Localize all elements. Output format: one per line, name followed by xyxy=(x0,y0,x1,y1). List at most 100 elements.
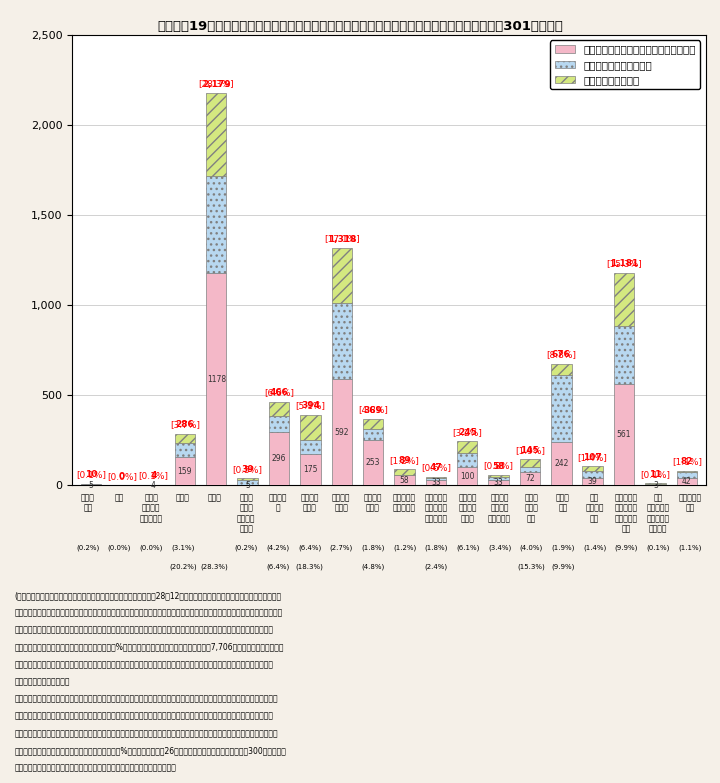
Text: 33: 33 xyxy=(431,478,441,487)
Text: 分類不能の
産業: 分類不能の 産業 xyxy=(678,493,701,513)
Text: [3.2%]: [3.2%] xyxy=(452,417,482,437)
Text: (6.4%): (6.4%) xyxy=(266,564,289,570)
Bar xyxy=(488,475,509,477)
Text: (1.2%): (1.2%) xyxy=(393,544,416,550)
Text: [3.7%]: [3.7%] xyxy=(170,410,200,429)
Text: [4.8%]: [4.8%] xyxy=(358,395,388,414)
Bar xyxy=(551,442,572,485)
Text: 39: 39 xyxy=(588,478,598,486)
Text: (28.3%): (28.3%) xyxy=(201,564,228,570)
Text: 47: 47 xyxy=(429,464,442,472)
Text: (0.0%): (0.0%) xyxy=(108,544,131,550)
Text: [1.2%]: [1.2%] xyxy=(390,446,420,465)
Text: 運輸業，
郵便業: 運輸業， 郵便業 xyxy=(300,493,319,513)
Text: 5: 5 xyxy=(89,481,94,489)
Text: [1.9%]: [1.9%] xyxy=(515,435,545,455)
Bar xyxy=(395,475,415,485)
Text: 33: 33 xyxy=(494,478,503,487)
Text: [8.8%]: [8.8%] xyxy=(546,340,576,359)
Bar xyxy=(677,478,697,485)
Text: 42: 42 xyxy=(682,477,692,486)
Bar xyxy=(269,416,289,432)
Bar xyxy=(206,273,227,485)
Bar xyxy=(582,471,603,478)
Bar xyxy=(488,477,509,479)
Bar xyxy=(300,440,320,454)
Text: [0.5%]: [0.5%] xyxy=(233,455,263,474)
Text: 1,181: 1,181 xyxy=(610,259,638,269)
Text: (備考）１．厚生労働省「女性の活躍推進企業データベース」（平成28年12月末現在）より内閣府男女共同参画局にて作成。: (備考）１．厚生労働省「女性の活躍推進企業データベース」（平成28年12月末現在… xyxy=(14,591,282,600)
Bar xyxy=(300,454,320,485)
Text: [5.1%]: [5.1%] xyxy=(295,391,325,410)
Text: 生活関連
サービス
業，娯楽業: 生活関連 サービス 業，娯楽業 xyxy=(488,493,511,523)
Legend: 「行動計画の公表」かつ「情報の公表」, 「行動計画の公表」のみ, 「情報の公表」のみ: 「行動計画の公表」かつ「情報の公表」, 「行動計画の公表」のみ, 「情報の公表」… xyxy=(550,41,701,89)
Text: (3.4%): (3.4%) xyxy=(488,544,511,550)
Text: 82: 82 xyxy=(680,457,693,466)
Text: 教育，
学習支
援業: 教育， 学習支 援業 xyxy=(524,493,539,523)
Text: 漁業: 漁業 xyxy=(115,493,124,502)
Text: ４．業種名下に記載されている（　　）内の%は，総務省「平成26年経済センサス－基礎調査」より，300人以上企業: ４．業種名下に記載されている（ ）内の%は，総務省「平成26年経済センサス－基礎… xyxy=(14,746,287,755)
Text: 3: 3 xyxy=(653,481,658,489)
Text: 5: 5 xyxy=(246,481,250,489)
Text: [17.1%]: [17.1%] xyxy=(324,224,359,244)
Text: 建設業: 建設業 xyxy=(176,493,190,502)
Text: [0.1%]: [0.1%] xyxy=(138,461,168,480)
Text: (0.0%): (0.0%) xyxy=(140,544,163,550)
Bar xyxy=(269,402,289,416)
Text: (1.8%): (1.8%) xyxy=(361,544,384,550)
Text: (15.3%): (15.3%) xyxy=(518,564,545,570)
Text: [0.1%]: [0.1%] xyxy=(76,460,106,479)
Text: 0: 0 xyxy=(119,472,125,481)
Bar xyxy=(551,364,572,375)
Text: (4.8%): (4.8%) xyxy=(361,564,384,570)
Text: Ｉ－特－19図　厚生労働省「女性の活躍推進企業データベース」に登録の事業主数（業種別，301人以上）: Ｉ－特－19図 厚生労働省「女性の活躍推進企業データベース」に登録の事業主数（業… xyxy=(157,20,563,33)
Text: 医療，
福祉: 医療， 福祉 xyxy=(556,493,570,513)
Bar xyxy=(269,432,289,485)
Text: 電気・
ガス・
熱供給・
水道業: 電気・ ガス・ 熱供給・ 水道業 xyxy=(237,493,256,533)
Text: 89: 89 xyxy=(398,456,411,465)
Text: 253: 253 xyxy=(366,458,380,467)
Text: 2,179: 2,179 xyxy=(202,80,230,88)
Text: (20.2%): (20.2%) xyxy=(169,564,197,570)
Text: 242: 242 xyxy=(554,459,569,468)
Bar xyxy=(457,453,477,467)
Bar xyxy=(363,429,383,440)
Bar xyxy=(331,248,352,303)
Text: 107: 107 xyxy=(583,453,602,462)
Bar xyxy=(238,478,258,480)
Bar xyxy=(614,384,634,485)
Text: 字の下に記載されている［　　］内の%は，データベースへの登録事業主の総計（7,706）に占める，女性の活躍: 字の下に記載されている［ ］内の%は，データベースへの登録事業主の総計（7,70… xyxy=(14,643,284,651)
Bar xyxy=(582,466,603,471)
Text: 経営に対して提供される他の分類に属さないサービス，会員のために情報等を提供するサービス等を提供する業種。: 経営に対して提供される他の分類に属さないサービス，会員のために情報等を提供するサ… xyxy=(14,729,278,738)
Text: 製造業: 製造業 xyxy=(207,493,222,502)
Text: (1.4%): (1.4%) xyxy=(583,544,606,550)
Bar xyxy=(677,471,697,472)
Text: [0.8%]: [0.8%] xyxy=(484,451,513,471)
Text: 369: 369 xyxy=(364,406,382,414)
Text: 100: 100 xyxy=(460,472,474,481)
Text: 39: 39 xyxy=(241,465,254,474)
Text: (18.3%): (18.3%) xyxy=(296,564,323,570)
Text: [1.4%]: [1.4%] xyxy=(577,442,608,462)
Text: (1.9%): (1.9%) xyxy=(552,544,575,550)
Text: 修理に係る技能・技術を提供するサービス，労働者に職業をあっせんするサービス及び労働者派遣サービス，企業: 修理に係る技能・技術を提供するサービス，労働者に職業をあっせんするサービス及び労… xyxy=(14,712,274,720)
Text: (0.1%): (0.1%) xyxy=(647,544,670,550)
Bar xyxy=(331,303,352,379)
Text: 11: 11 xyxy=(649,470,662,479)
Text: 4: 4 xyxy=(150,471,157,480)
Text: 学術研究，
専門・技術
サービス業: 学術研究， 専門・技術 サービス業 xyxy=(425,493,448,523)
Text: ３．サービス業（他に分類されないもの）とは，廃棄物の処理に関わる技能・技術等を提供するサービス，物品の整備・: ３．サービス業（他に分類されないもの）とは，廃棄物の処理に関わる技能・技術等を提… xyxy=(14,695,278,703)
Text: [28.3%]: [28.3%] xyxy=(199,69,234,88)
Text: (6.1%): (6.1%) xyxy=(456,544,480,550)
Text: 10: 10 xyxy=(85,470,97,479)
Bar xyxy=(426,478,446,479)
Text: 金融業，
保険業: 金融業， 保険業 xyxy=(364,493,382,513)
Text: 宿泊業，
飲食サー
ビス業: 宿泊業， 飲食サー ビス業 xyxy=(459,493,477,523)
Bar xyxy=(582,478,603,485)
Bar xyxy=(331,379,352,485)
Text: 4: 4 xyxy=(151,481,156,489)
Bar xyxy=(520,472,540,485)
Bar xyxy=(520,460,540,467)
Bar xyxy=(363,419,383,429)
Text: 145: 145 xyxy=(521,446,539,455)
